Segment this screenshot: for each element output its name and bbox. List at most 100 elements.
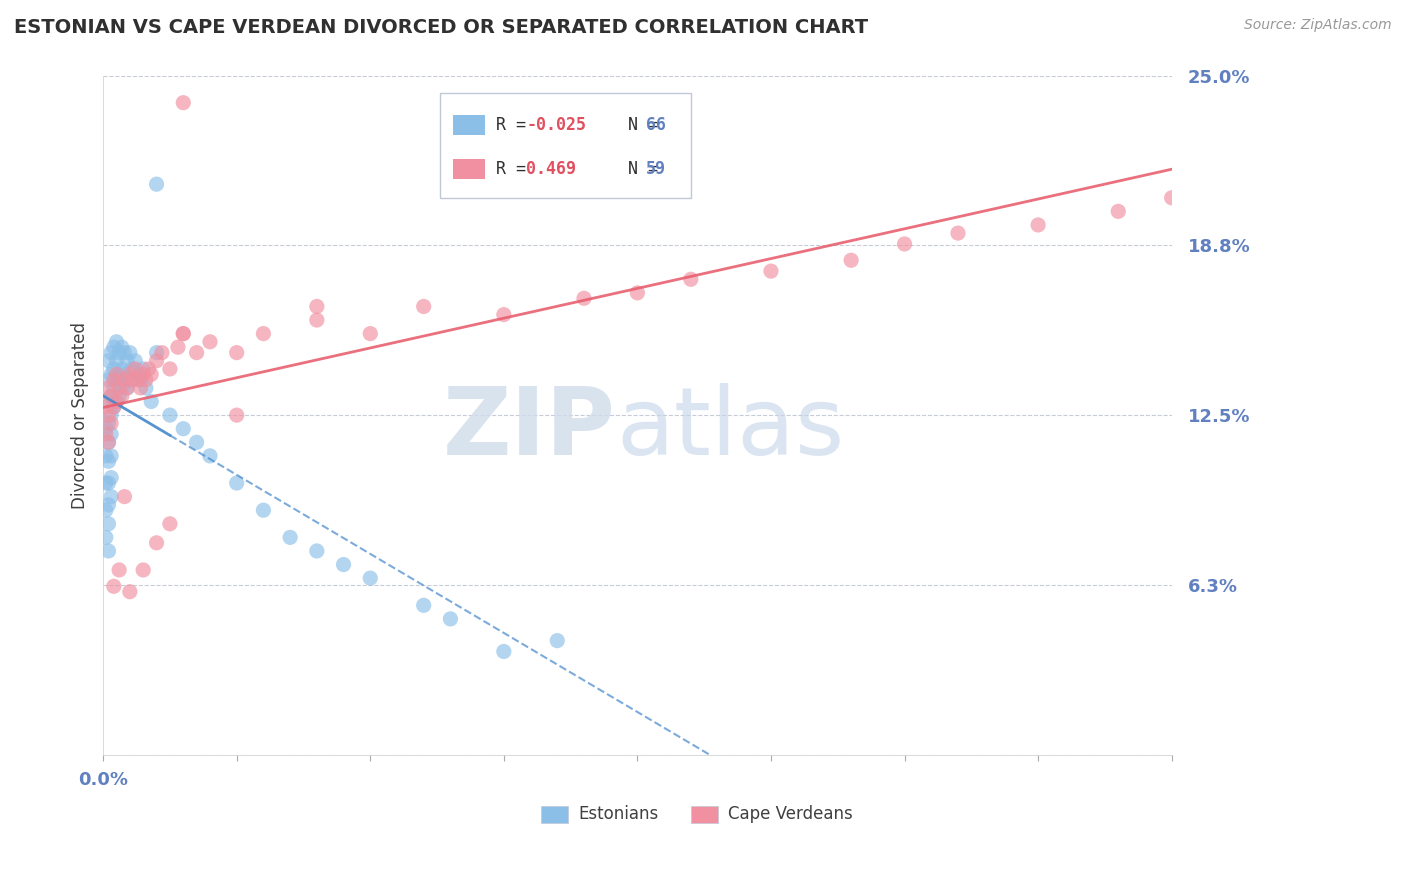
Text: Cape Verdeans: Cape Verdeans (728, 805, 853, 822)
Point (198, 449, 221, 463)
Point (305, 313, 328, 327)
Point (108, 345, 131, 359)
Point (141, 368, 163, 382)
Point (124, 353, 146, 368)
Point (225, 345, 247, 359)
Point (103, 381, 125, 395)
FancyBboxPatch shape (440, 93, 690, 198)
Point (679, 272, 702, 286)
Point (111, 389, 134, 403)
FancyBboxPatch shape (541, 805, 568, 822)
Point (100, 389, 122, 403)
Text: ZIP: ZIP (443, 383, 616, 475)
Point (94, 400, 117, 414)
Point (439, 612, 461, 626)
FancyBboxPatch shape (453, 115, 485, 136)
Text: N =: N = (598, 116, 668, 134)
Point (893, 237, 915, 252)
Point (114, 373, 136, 387)
Point (135, 381, 157, 395)
Point (108, 389, 131, 403)
Point (105, 394, 128, 409)
Point (97, 373, 120, 387)
Point (135, 373, 157, 387)
Point (167, 340, 190, 354)
Point (492, 123, 515, 137)
Text: atlas: atlas (616, 383, 844, 475)
Point (105, 394, 128, 409)
Point (132, 563, 155, 577)
Point (172, 422, 194, 436)
Point (114, 345, 136, 359)
Point (103, 400, 125, 414)
Point (127, 368, 149, 382)
Text: N =: N = (598, 161, 668, 178)
Point (129, 373, 152, 387)
Point (124, 362, 146, 376)
Point (626, 285, 648, 300)
Point (412, 300, 434, 314)
Text: 0.469: 0.469 (526, 161, 576, 178)
Point (492, 308, 515, 322)
Point (492, 644, 515, 658)
Point (305, 544, 328, 558)
Point (145, 353, 167, 368)
Point (225, 476, 247, 491)
Point (100, 470, 122, 484)
Point (186, 435, 208, 450)
Point (759, 264, 782, 278)
Point (150, 345, 173, 359)
Point (121, 362, 143, 376)
Point (127, 373, 149, 387)
Point (100, 389, 122, 403)
Point (141, 394, 163, 409)
Point (839, 253, 862, 268)
Point (278, 530, 301, 544)
FancyBboxPatch shape (453, 159, 485, 179)
Point (172, 326, 194, 341)
Point (252, 503, 274, 517)
Point (1160, 191, 1182, 205)
Point (105, 353, 128, 368)
Point (111, 340, 134, 354)
Point (94, 449, 117, 463)
Point (946, 226, 969, 240)
Point (97, 417, 120, 431)
Point (572, 291, 595, 305)
Point (103, 373, 125, 387)
Text: 66: 66 (645, 116, 666, 134)
Point (129, 381, 152, 395)
Point (100, 368, 122, 382)
Point (145, 345, 167, 359)
Point (186, 345, 208, 359)
Text: R =: R = (496, 161, 547, 178)
Point (100, 408, 122, 422)
Text: Estonians: Estonians (579, 805, 659, 822)
Point (172, 95, 194, 110)
Point (100, 449, 122, 463)
Point (138, 362, 160, 376)
Point (121, 373, 143, 387)
Point (103, 579, 125, 593)
Point (225, 408, 247, 422)
Point (115, 381, 138, 395)
Point (115, 381, 138, 395)
Point (100, 345, 122, 359)
Point (118, 345, 141, 359)
Point (100, 427, 122, 442)
Point (115, 353, 138, 368)
Point (105, 373, 128, 387)
Point (132, 362, 155, 376)
Point (132, 368, 155, 382)
Point (1107, 204, 1129, 219)
Point (546, 633, 568, 648)
FancyBboxPatch shape (690, 805, 717, 822)
Point (198, 334, 221, 349)
Point (97, 435, 120, 450)
Text: R =: R = (496, 116, 536, 134)
Point (103, 340, 125, 354)
Point (111, 362, 134, 376)
Point (332, 558, 354, 572)
Point (305, 300, 328, 314)
Point (97, 435, 120, 450)
